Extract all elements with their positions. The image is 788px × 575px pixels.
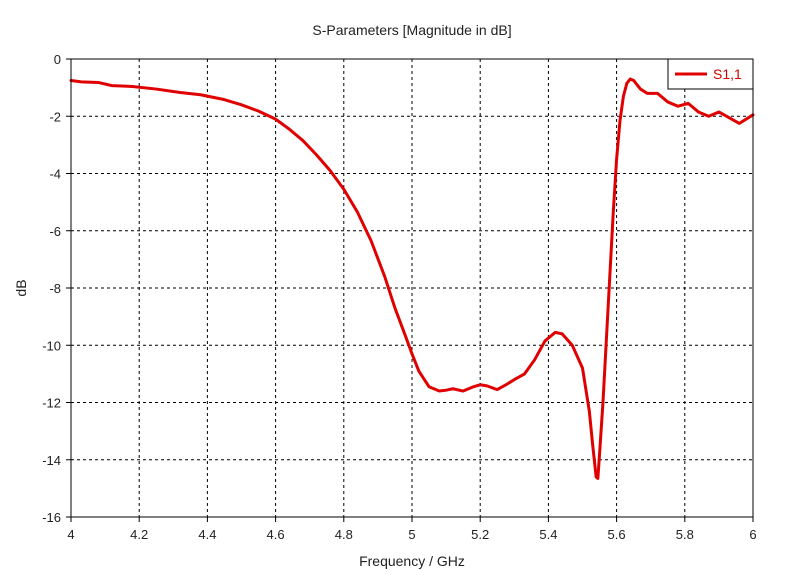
x-tick-label: 4.8: [335, 527, 353, 542]
y-tick-label: -12: [42, 396, 61, 411]
x-tick-label: 5.4: [539, 527, 557, 542]
x-tick-label: 4.4: [198, 527, 216, 542]
y-tick-label: -8: [49, 281, 61, 296]
x-axis-title: Frequency / GHz: [359, 553, 465, 569]
x-tick-label: 5.8: [676, 527, 694, 542]
series-layer: [69, 77, 755, 480]
y-tick-label: -2: [49, 109, 61, 124]
x-tick-label: 4: [67, 527, 74, 542]
y-tick-label: -14: [42, 453, 61, 468]
chart-title: S-Parameters [Magnitude in dB]: [312, 22, 511, 38]
axis-ticks: [66, 58, 754, 522]
y-tick-label: -4: [49, 167, 61, 182]
x-tick-labels: 4 4.2 4.4 4.6 4.8 5 5.2 5.4 5.6 5.8 6: [67, 527, 756, 542]
x-tick-label: 4.6: [267, 527, 285, 542]
series-line-s11: [69, 77, 755, 480]
x-tick-label: 5.2: [471, 527, 489, 542]
grid-lines: [71, 59, 753, 517]
y-tick-labels: 0 -2 -4 -6 -8 -10 -12 -14 -16: [42, 52, 61, 525]
legend-label: S1,1: [713, 66, 742, 82]
y-axis-title: dB: [13, 279, 29, 296]
legend: S1,1: [667, 58, 754, 90]
y-tick-label: -16: [42, 510, 61, 525]
y-tick-label: 0: [54, 52, 61, 67]
x-tick-label: 4.2: [130, 527, 148, 542]
x-tick-label: 6: [749, 527, 756, 542]
y-tick-label: -6: [49, 224, 61, 239]
y-tick-label: -10: [42, 338, 61, 353]
x-tick-label: 5.6: [608, 527, 626, 542]
x-tick-label: 5: [408, 527, 415, 542]
plot-border: [70, 58, 754, 518]
